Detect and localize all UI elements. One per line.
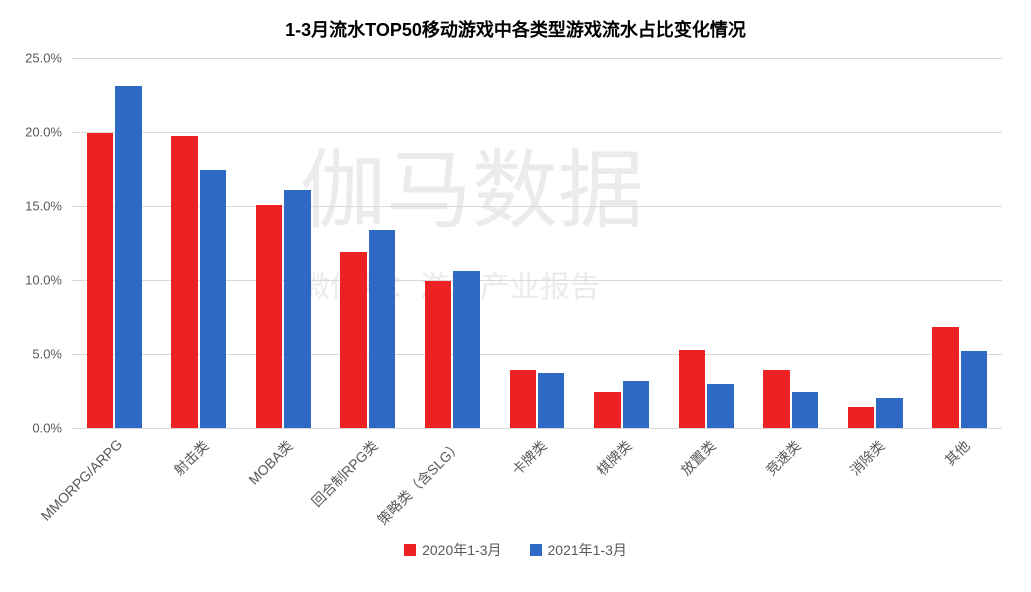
bar: [538, 373, 564, 428]
bar: [848, 407, 874, 428]
legend-item: 2020年1-3月: [404, 540, 501, 560]
gridline: [72, 132, 1002, 133]
x-tick-label: 放置类: [565, 436, 721, 592]
bar: [510, 370, 536, 428]
chart-container: 1-3月流水TOP50移动游戏中各类型游戏流水占比变化情况 伽马数据微信号：游戏…: [0, 0, 1031, 574]
x-tick-label: 射击类: [57, 436, 213, 592]
x-tick-label: 策略类（含SLG）: [311, 436, 467, 592]
bar: [876, 398, 902, 428]
plot-area: [72, 58, 1002, 428]
y-tick-label: 10.0%: [0, 273, 62, 288]
bar: [792, 392, 818, 428]
bar: [369, 230, 395, 428]
bar: [171, 136, 197, 428]
bar: [340, 252, 366, 428]
bar: [453, 271, 479, 428]
x-tick-label: 其他: [818, 436, 974, 592]
gridline: [72, 58, 1002, 59]
bar: [425, 281, 451, 428]
x-tick-label: 竞速类: [649, 436, 805, 592]
bar: [594, 392, 620, 428]
legend-label: 2020年1-3月: [422, 540, 501, 560]
bar: [961, 351, 987, 428]
x-tick-label: 回合制RPG类: [226, 436, 382, 592]
x-tick-label: 棋牌类: [480, 436, 636, 592]
y-tick-label: 5.0%: [0, 347, 62, 362]
legend-label: 2021年1-3月: [548, 540, 627, 560]
bar: [87, 133, 113, 428]
legend-item: 2021年1-3月: [530, 540, 627, 560]
x-tick-label: MOBA类: [142, 436, 298, 592]
bar: [679, 350, 705, 428]
x-tick-label: 卡牌类: [396, 436, 552, 592]
bar: [256, 205, 282, 428]
chart-title: 1-3月流水TOP50移动游戏中各类型游戏流水占比变化情况: [0, 16, 1031, 42]
x-tick-label: 消除类: [734, 436, 890, 592]
bar: [284, 190, 310, 428]
bar: [763, 370, 789, 428]
legend-swatch: [404, 544, 416, 556]
bar: [623, 381, 649, 428]
bar: [707, 384, 733, 428]
legend: 2020年1-3月 2021年1-3月: [0, 540, 1031, 560]
bar: [200, 170, 226, 428]
y-tick-label: 15.0%: [0, 199, 62, 214]
bar: [115, 86, 141, 428]
gridline: [72, 428, 1002, 429]
bar: [932, 327, 958, 428]
legend-swatch: [530, 544, 542, 556]
y-tick-label: 0.0%: [0, 421, 62, 436]
y-tick-label: 20.0%: [0, 125, 62, 140]
x-tick-label: MMORPG/ARPG: [0, 436, 126, 589]
y-tick-label: 25.0%: [0, 51, 62, 66]
